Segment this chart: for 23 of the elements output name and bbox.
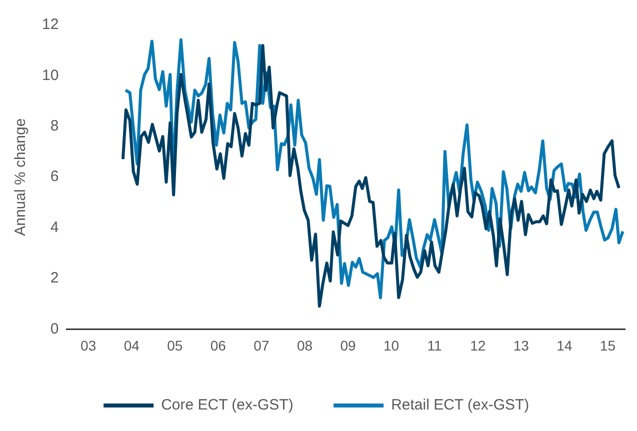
legend-label: Core ECT (ex-GST) — [161, 396, 294, 414]
x-tick-label: 06 — [210, 337, 226, 354]
x-tick-label: 09 — [340, 337, 356, 354]
y-axis-title: Annual % change — [12, 118, 30, 236]
x-tick-label: 08 — [296, 337, 313, 354]
y-tick-label: 4 — [50, 218, 59, 236]
x-tick-label: 15 — [600, 337, 616, 354]
legend-label: Retail ECT (ex-GST) — [391, 396, 530, 414]
y-tick-label: 2 — [50, 270, 59, 287]
x-tick-label: 14 — [556, 337, 572, 354]
x-tick-label: 13 — [513, 337, 530, 354]
x-tick-label: 05 — [167, 337, 183, 354]
x-tick-label: 10 — [383, 337, 400, 354]
y-tick-label: 0 — [50, 320, 59, 338]
y-tick-label: 10 — [42, 66, 59, 84]
x-tick-label: 04 — [124, 337, 140, 354]
x-tick-label: 07 — [254, 337, 270, 354]
y-tick-label: 12 — [42, 16, 59, 34]
y-tick-label: 8 — [50, 118, 59, 135]
x-tick-label: 03 — [80, 337, 96, 354]
x-tick-label: 11 — [427, 337, 442, 354]
y-tick-label: 6 — [50, 168, 59, 186]
x-tick-label: 12 — [470, 337, 486, 354]
